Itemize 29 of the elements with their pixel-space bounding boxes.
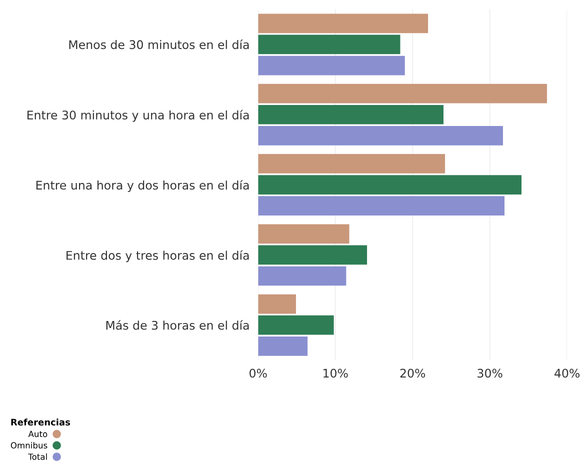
legend-label: Auto: [28, 430, 48, 438]
x-tick-label: 40%: [554, 368, 580, 378]
bar: [258, 14, 428, 34]
bar: [258, 84, 547, 104]
bar: [258, 34, 400, 54]
bar: [258, 175, 522, 194]
y-tick-label: Entre 30 minutos y una hora en el día: [27, 110, 249, 122]
bar: [258, 56, 405, 76]
x-tick-label: 0%: [250, 368, 267, 378]
y-tick-label: Menos de 30 minutos en el día: [69, 40, 249, 50]
bar: [258, 315, 334, 335]
x-tick-label: 30%: [478, 368, 502, 378]
bar: [258, 245, 368, 265]
x-tick-label: 10%: [324, 368, 348, 378]
y-tick-label: Más de 3 horas en el día: [106, 320, 249, 330]
bar: [258, 104, 444, 124]
bar: [258, 126, 503, 146]
bar: [258, 224, 350, 244]
bar: [258, 196, 505, 216]
bar: [258, 154, 446, 174]
bar: [258, 294, 296, 314]
legend-label: Total: [28, 453, 47, 460]
x-tick-label: 20%: [400, 368, 426, 378]
legend-label: Omnibus: [10, 442, 48, 448]
legend-title: Referencias: [11, 418, 70, 426]
bar: [258, 266, 346, 286]
y-tick-label: Entre una hora y dos horas en el día: [36, 180, 249, 192]
y-tick-label: Entre dos y tres horas en el día: [66, 250, 249, 262]
bar: [258, 336, 308, 356]
